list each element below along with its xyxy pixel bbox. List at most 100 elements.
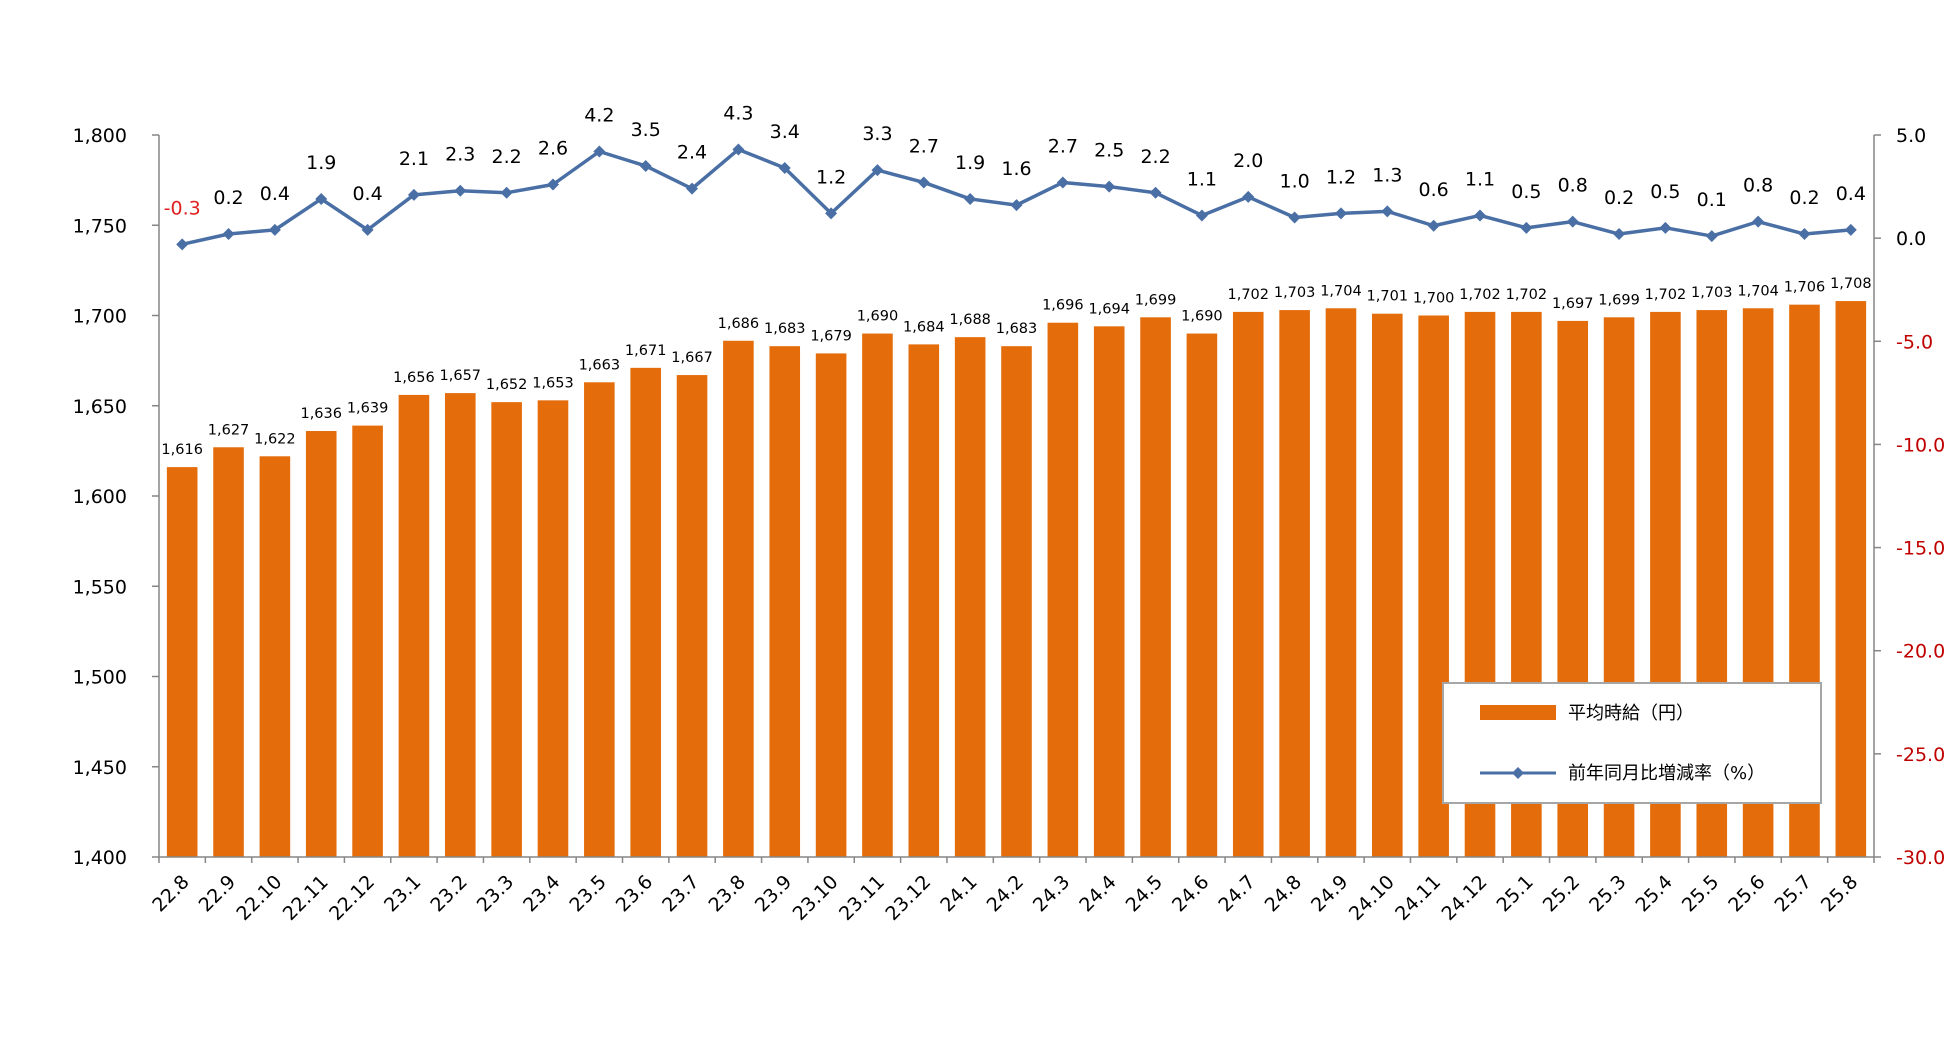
bar-24.7 <box>1232 311 1264 857</box>
line-point-22.10 <box>268 223 281 236</box>
x-label-23.5: 23.5 <box>565 871 610 916</box>
bar-22.9 <box>213 447 244 857</box>
bar-22.8 <box>166 467 198 857</box>
line-point-22.11 <box>315 192 328 205</box>
left-tick-label-1800: 1,800 <box>73 125 127 147</box>
right-tick-label-5: 5.0 <box>1896 125 1926 147</box>
bar-label-25.1: 1,702 <box>1506 287 1548 303</box>
bar-23.2 <box>444 393 476 857</box>
bar-24.2 <box>1001 346 1032 857</box>
line-point-25.3 <box>1613 228 1626 241</box>
bar-label-25.3: 1,699 <box>1598 292 1640 308</box>
right-tick-label--20: -20.0 <box>1896 641 1945 663</box>
right-tick-label--5: -5.0 <box>1896 331 1933 353</box>
bar-label-24.12: 1,702 <box>1459 287 1501 303</box>
bar-label-25.6: 1,704 <box>1737 283 1779 299</box>
line-label-23.1: 2.1 <box>399 148 429 170</box>
right-tick-label-0: 0.0 <box>1896 228 1926 250</box>
x-label-24.7: 24.7 <box>1214 871 1259 916</box>
line-point-23.12 <box>917 176 930 189</box>
line-point-25.7 <box>1798 228 1811 241</box>
line-point-23.6 <box>639 159 652 172</box>
line-point-23.7 <box>686 182 699 195</box>
bar-label-23.10: 1,679 <box>810 328 852 344</box>
x-label-25.6: 25.6 <box>1724 871 1769 916</box>
bar-25.8 <box>1835 301 1867 857</box>
line-value-labels: -0.3 0.2 0.4 1.9 0.4 2.1 2.3 2.2 2.6 4.2 3.5 2.4 4.3… <box>164 102 1866 219</box>
x-label-22.11: 22.11 <box>279 871 333 925</box>
x-label-22.12: 22.12 <box>325 871 379 925</box>
bar-24.8 <box>1279 310 1310 858</box>
line-label-24.8: 1.0 <box>1279 171 1309 193</box>
line-point-24.10 <box>1381 205 1394 218</box>
bar-23.4 <box>537 400 569 857</box>
bar-label-23.8: 1,686 <box>718 316 760 332</box>
bar-label-23.5: 1,663 <box>579 357 621 373</box>
x-label-23.10: 23.10 <box>789 871 843 925</box>
line-point-23.1 <box>407 188 420 201</box>
bar-24.9 <box>1325 308 1357 857</box>
left-tick-label-1450: 1,450 <box>73 757 127 779</box>
bar-label-22.8: 1,616 <box>161 442 203 458</box>
line-point-22.12 <box>361 223 374 236</box>
line-label-23.2: 2.3 <box>445 144 475 166</box>
bar-23.11 <box>862 333 893 857</box>
line-label-23.9: 3.4 <box>770 121 800 143</box>
line-label-23.11: 3.3 <box>862 123 892 145</box>
left-tick-label-1700: 1,700 <box>73 306 127 328</box>
line-series-yoy-rate <box>176 143 1857 251</box>
bar-label-23.11: 1,690 <box>857 309 899 325</box>
x-label-24.5: 24.5 <box>1122 871 1167 916</box>
line-label-25.7: 0.2 <box>1789 187 1819 209</box>
line-label-24.5: 2.2 <box>1140 146 1170 168</box>
x-label-24.12: 24.12 <box>1438 871 1492 925</box>
legend-box <box>1442 682 1822 804</box>
line-label-23.12: 2.7 <box>909 135 939 157</box>
bar-24.1 <box>954 337 986 857</box>
bar-label-23.9: 1,683 <box>764 321 806 337</box>
bar-label-24.2: 1,683 <box>996 321 1038 337</box>
bar-23.6 <box>630 367 661 857</box>
bar-label-24.3: 1,696 <box>1042 298 1084 314</box>
line-point-24.7 <box>1242 190 1255 203</box>
line-label-24.6: 1.1 <box>1187 168 1217 190</box>
left-tick-label-1400: 1,400 <box>73 847 127 869</box>
legend: 平均時給（円） 前年同月比増減率（%） <box>1442 682 1822 804</box>
line-point-24.12 <box>1474 209 1487 222</box>
x-label-23.6: 23.6 <box>612 871 657 916</box>
x-label-25.4: 25.4 <box>1631 871 1676 916</box>
bar-label-24.6: 1,690 <box>1181 309 1223 325</box>
line-label-25.6: 0.8 <box>1743 175 1773 197</box>
line-point-23.10 <box>825 207 838 220</box>
bar-label-22.12: 1,639 <box>347 401 389 417</box>
line-label-25.8: 0.4 <box>1836 183 1866 205</box>
legend-label-yoy-rate: 前年同月比増減率（%） <box>1568 763 1765 784</box>
line-label-24.10: 1.3 <box>1372 164 1402 186</box>
x-label-22.10: 22.10 <box>232 871 286 925</box>
line-point-24.8 <box>1288 211 1301 224</box>
line-point-24.2 <box>1010 199 1023 212</box>
x-label-24.10: 24.10 <box>1345 871 1399 925</box>
line-point-25.5 <box>1705 230 1718 243</box>
line-label-24.11: 0.6 <box>1419 179 1449 201</box>
x-label-23.4: 23.4 <box>519 871 564 916</box>
line-label-25.5: 0.1 <box>1697 189 1727 211</box>
right-tick-label--30: -30.0 <box>1896 847 1945 869</box>
line-label-24.7: 2.0 <box>1233 150 1263 172</box>
x-label-25.8: 25.8 <box>1817 871 1862 916</box>
line-label-23.8: 4.3 <box>723 102 753 124</box>
left-tick-label-1650: 1,650 <box>73 396 127 418</box>
x-label-23.7: 23.7 <box>658 871 703 916</box>
right-tick-label--15: -15.0 <box>1896 538 1945 560</box>
x-label-23.2: 23.2 <box>426 871 471 916</box>
bar-22.10 <box>259 456 291 857</box>
bar-23.7 <box>676 375 708 857</box>
bar-23.8 <box>723 340 754 857</box>
line-label-23.3: 2.2 <box>492 146 522 168</box>
line-point-22.9 <box>222 228 235 241</box>
x-label-22.8: 22.8 <box>148 871 193 916</box>
bar-24.3 <box>1047 322 1079 858</box>
x-label-23.8: 23.8 <box>704 871 749 916</box>
